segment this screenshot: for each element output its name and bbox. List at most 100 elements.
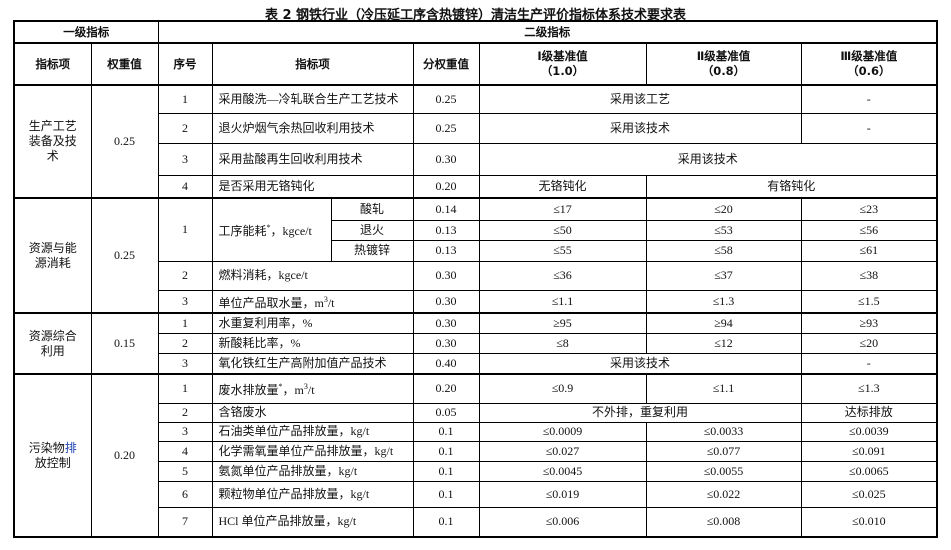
row-indicator: HCl 单位产品排放量，kg/t bbox=[211, 506, 414, 538]
grade2-value: ≤37 bbox=[645, 260, 802, 291]
row-no: 1 bbox=[157, 197, 213, 262]
row-indicator: 含铬废水 bbox=[211, 402, 414, 423]
row-weight: 0.20 bbox=[412, 373, 480, 404]
header-indicator: 指标项 bbox=[211, 42, 414, 86]
grade3-value: ≤0.0039 bbox=[800, 421, 938, 442]
footnote-mark: * bbox=[278, 382, 283, 392]
row-weight: 0.1 bbox=[412, 421, 480, 442]
section-name: 生产工艺装备及技术 bbox=[13, 84, 92, 199]
row-indicator: 采用酸洗—冷轧联合生产工艺技术 bbox=[211, 84, 414, 114]
row-no: 3 bbox=[157, 352, 213, 375]
table-row: 7 HCl 单位产品排放量，kg/t 0.1 ≤0.006 ≤0.008 ≤0.… bbox=[14, 506, 938, 538]
row-weight: 0.1 bbox=[412, 480, 480, 508]
grade1-value: ≤55 bbox=[478, 239, 647, 262]
grade3-value: ≤0.091 bbox=[800, 440, 938, 462]
row-indicator: 退火炉烟气余热回收利用技术 bbox=[211, 112, 414, 144]
grade1-value: （1.0） bbox=[540, 64, 585, 78]
header-level1: 一级指标 bbox=[13, 20, 159, 44]
grade3-value: ≤1.5 bbox=[800, 289, 938, 314]
grade2-value: ≤53 bbox=[645, 219, 802, 241]
table-row: 2 新酸耗比率，% 0.30 ≤8 ≤12 ≤20 bbox=[14, 332, 938, 354]
row-weight: 0.1 bbox=[412, 460, 480, 482]
row-indicator: 颗粒物单位产品排放量，kg/t bbox=[211, 480, 414, 508]
row-no: 3 bbox=[157, 142, 213, 176]
row-indicator: 水重复利用率，% bbox=[211, 312, 414, 334]
superscript: 3 bbox=[303, 382, 308, 392]
row-weight: 0.40 bbox=[412, 352, 480, 375]
row-indicator: 石油类单位产品排放量，kg/t bbox=[211, 421, 414, 442]
grade2-value: ≤12 bbox=[645, 332, 802, 354]
indicator-text: 工序能耗 bbox=[218, 224, 267, 239]
table-row: 4 是否采用无铬钝化 0.20 无铬钝化 有铬钝化 bbox=[14, 174, 938, 199]
header-row-2: 指标项 权重值 序号 指标项 分权重值 Ⅰ级基准值 （1.0） Ⅱ级基准值 （0.8… bbox=[13, 42, 938, 86]
row-indicator: 是否采用无铬钝化 bbox=[211, 174, 414, 199]
header-grade3: Ⅲ级基准值 （0.6） bbox=[800, 42, 938, 86]
grade3-value: ≤0.0065 bbox=[800, 460, 938, 482]
row-weight: 0.30 bbox=[412, 332, 480, 354]
grade12-value: 采用该工艺 bbox=[478, 84, 802, 114]
grade1-value: ≤0.027 bbox=[478, 440, 647, 462]
grade3-value: - bbox=[800, 112, 938, 144]
row-weight: 0.25 bbox=[412, 112, 480, 144]
grade3-value: ≤61 bbox=[800, 239, 938, 262]
grade1-value: ≤36 bbox=[478, 260, 647, 291]
grade123-value: 采用该技术 bbox=[478, 142, 938, 176]
grade1-value: 无铬钝化 bbox=[478, 174, 647, 199]
grade2-value: ≤1.3 bbox=[645, 289, 802, 314]
header-item: 指标项 bbox=[13, 42, 92, 86]
section-name: 资源综合利用 bbox=[13, 312, 92, 375]
header-grade2: Ⅱ级基准值 （0.8） bbox=[645, 42, 802, 86]
grade2-value: ≤0.022 bbox=[645, 480, 802, 508]
grade1-value: ≤17 bbox=[478, 197, 647, 221]
grade12-value: 采用该技术 bbox=[478, 352, 802, 375]
grade12-value: 不外排，重复利用 bbox=[478, 402, 802, 423]
sub-indicator: 热镀锌 bbox=[330, 239, 414, 262]
row-no: 2 bbox=[157, 112, 213, 144]
grade2-value: ≤58 bbox=[645, 239, 802, 262]
grade3-value: ≤0.010 bbox=[800, 506, 938, 538]
section-weight: 0.25 bbox=[90, 84, 159, 199]
grade3-value: ≤56 bbox=[800, 219, 938, 241]
row-weight: 0.25 bbox=[412, 84, 480, 114]
indicator-unit: ，kgce/t bbox=[270, 224, 312, 239]
row-weight: 0.13 bbox=[412, 219, 480, 241]
indicator-unit: /t bbox=[307, 383, 315, 398]
grade3-value: - bbox=[800, 84, 938, 114]
section-weight: 0.25 bbox=[90, 197, 159, 314]
row-no: 4 bbox=[157, 174, 213, 199]
table-row: 3 单位产品取水量，m3/t 0.30 ≤1.1 ≤1.3 ≤1.5 bbox=[14, 289, 938, 314]
row-no: 1 bbox=[157, 312, 213, 334]
row-weight: 0.13 bbox=[412, 239, 480, 262]
grade3-value: （0.6） bbox=[847, 64, 891, 78]
row-indicator: 单位产品取水量，m3/t bbox=[211, 289, 414, 314]
row-weight: 0.30 bbox=[412, 142, 480, 176]
grade1-value: ≤0.0045 bbox=[478, 460, 647, 482]
grade3-value: 达标排放 bbox=[800, 402, 938, 423]
grade1-label: Ⅰ级基准值 bbox=[537, 49, 588, 63]
row-no: 1 bbox=[157, 84, 213, 114]
grade3-label: Ⅲ级基准值 bbox=[840, 49, 898, 63]
indicator-text: 废水排放量 bbox=[218, 383, 279, 398]
grade1-value: ≤1.1 bbox=[478, 289, 647, 314]
row-weight: 0.1 bbox=[412, 440, 480, 462]
section-weight: 0.15 bbox=[90, 312, 159, 375]
table-row: 资源综合利用 0.15 1 水重复利用率，% 0.30 ≥95 ≥94 ≥93 bbox=[13, 312, 938, 375]
sub-indicator: 退火 bbox=[330, 219, 414, 241]
header-grade1: Ⅰ级基准值 （1.0） bbox=[478, 42, 647, 86]
section-name: 资源与能源消耗 bbox=[13, 197, 92, 314]
grade1-value: ≤0.0009 bbox=[478, 421, 647, 442]
row-no: 3 bbox=[157, 421, 213, 442]
sub-indicator: 酸轧 bbox=[330, 197, 414, 221]
indicator-table: 一级指标 二级指标 指标项 权重值 序号 指标项 分权重值 Ⅰ级基准值 （1.0）… bbox=[13, 20, 939, 538]
row-no: 7 bbox=[157, 506, 213, 538]
grade1-value: ≥95 bbox=[478, 312, 647, 334]
section-weight: 0.20 bbox=[90, 373, 159, 538]
row-no: 2 bbox=[157, 260, 213, 291]
row-weight: 0.30 bbox=[412, 289, 480, 314]
table-title: 表 2 钢铁行业（冷压延工序含热镀锌）清洁生产评价指标体系技术要求表 bbox=[264, 8, 687, 23]
indicator-unit: /t bbox=[327, 295, 335, 310]
table-row: 生产工艺装备及技术 0.25 1 采用酸洗—冷轧联合生产工艺技术 0.25 采用… bbox=[13, 84, 938, 199]
grade1-value: ≤50 bbox=[478, 219, 647, 241]
grade3-value: ≤23 bbox=[800, 197, 938, 221]
row-indicator: 氧化铁红生产高附加值产品技术 bbox=[211, 352, 414, 375]
